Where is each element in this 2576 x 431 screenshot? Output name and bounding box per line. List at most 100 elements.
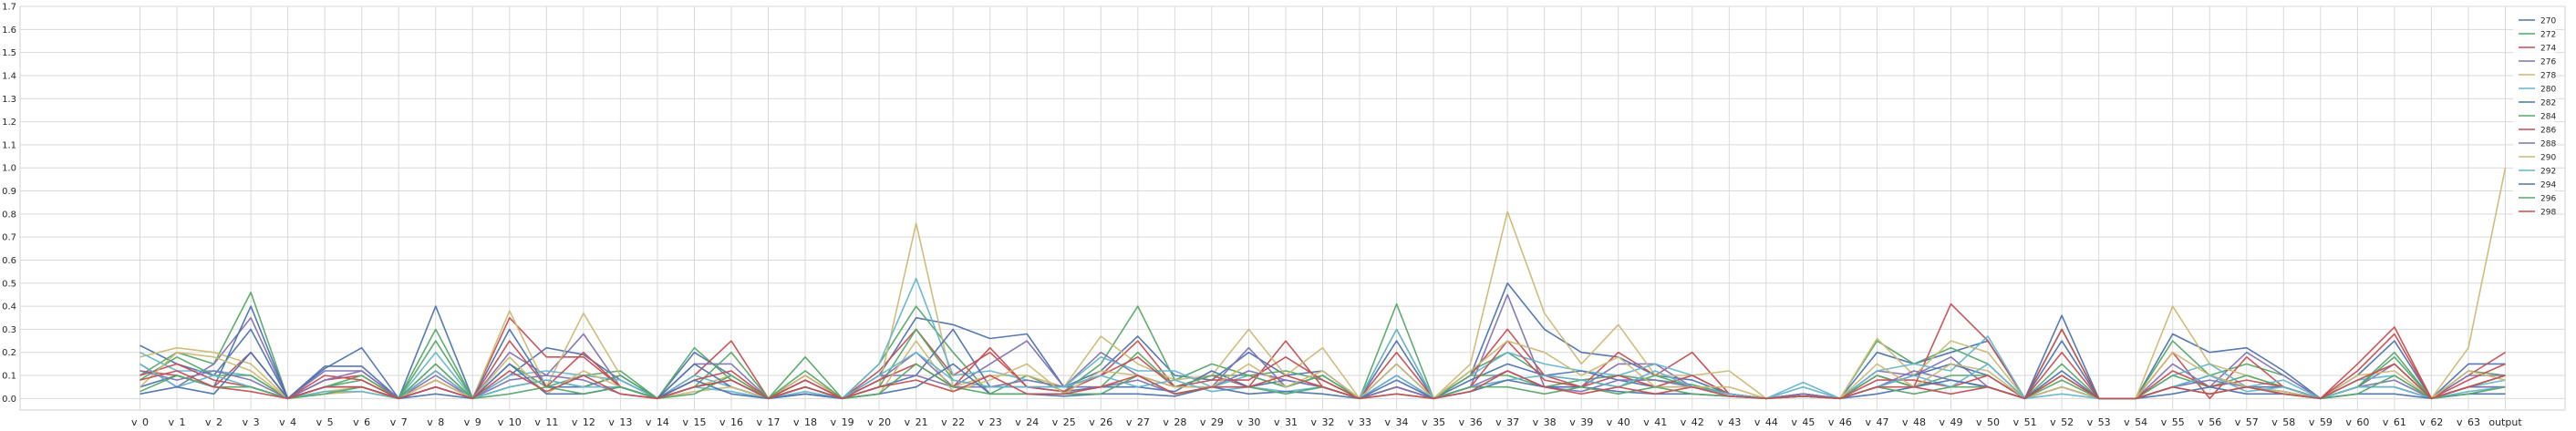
y-tick-label: 1.4: [2, 71, 16, 81]
x-tick-label: v_7: [390, 416, 408, 427]
x-tick-label: v_38: [1533, 416, 1557, 427]
x-tick-label: v_9: [464, 416, 481, 427]
legend-label: 290: [2540, 154, 2556, 163]
x-tick-label: v_47: [1865, 416, 1888, 427]
legend-label: 294: [2540, 181, 2556, 190]
x-tick-label: v_0: [131, 416, 149, 427]
legend-label: 284: [2540, 113, 2556, 122]
x-tick-label: v_35: [1422, 416, 1445, 427]
x-tick-label: v_46: [1828, 416, 1852, 427]
y-tick-label: 1.2: [2, 118, 16, 128]
x-tick-label: v_26: [1089, 416, 1112, 427]
grid-layer: [19, 5, 2566, 411]
x-tick-label: v_12: [572, 416, 595, 427]
x-tick-label: v_16: [719, 416, 743, 427]
y-tick-label: 0.8: [2, 210, 16, 220]
legend: 270 272 274 276 278 280 282 284 286 288 290 292 294 2…: [2513, 11, 2556, 220]
legend-label: 282: [2540, 99, 2556, 108]
y-tick-label: 0.7: [2, 233, 16, 243]
y-tick-label: 1.7: [2, 3, 16, 13]
x-tick-label: v_45: [1791, 416, 1815, 427]
x-tick-label: v_42: [1681, 416, 1704, 427]
x-tick-label: v_43: [1717, 416, 1741, 427]
x-tick-label: v_40: [1607, 416, 1630, 427]
x-tick-label: v_49: [1940, 416, 1963, 427]
legend-label: 272: [2540, 31, 2556, 40]
x-tick-label: v_2: [205, 416, 222, 427]
x-tick-label: v_36: [1459, 416, 1483, 427]
x-tick-label: v_5: [316, 416, 334, 427]
x-tick-label: v_32: [1310, 416, 1334, 427]
x-tick-label: v_58: [2271, 416, 2295, 427]
x-tick-label: v_30: [1236, 416, 1260, 427]
x-tick-label: v_8: [427, 416, 444, 427]
x-tick-label: v_14: [646, 416, 669, 427]
x-tick-label: v_57: [2235, 416, 2259, 427]
x-tick-label: v_48: [1902, 416, 1926, 427]
y-tick-label: 0.0: [2, 395, 16, 405]
y-tick-label: 0.3: [2, 325, 16, 335]
x-tick-label: v_56: [2198, 416, 2221, 427]
x-tick-label: v_19: [831, 416, 854, 427]
legend-label: 276: [2540, 58, 2556, 67]
y-tick-label: 0.9: [2, 187, 16, 197]
x-tick-label: v_31: [1274, 416, 1298, 427]
x-tick-label: v_54: [2124, 416, 2147, 427]
x-tick-label: v_4: [279, 416, 296, 427]
x-tick-label: v_27: [1126, 416, 1150, 427]
y-tick-label: 1.6: [2, 26, 16, 36]
x-tick-label: v_61: [2383, 416, 2406, 427]
series-layer: [139, 168, 2507, 400]
y-tick-label: 0.4: [2, 303, 16, 313]
x-tick-label: v_6: [353, 416, 370, 427]
legend-label: 288: [2540, 140, 2556, 149]
x-tick-label: v_34: [1385, 416, 1409, 427]
x-tick-label: v_13: [608, 416, 632, 427]
x-tick-label: v_11: [534, 416, 558, 427]
y-tick-label: 1.0: [2, 164, 16, 174]
x-tick-label: v_44: [1754, 416, 1778, 427]
x-tick-label: v_41: [1643, 416, 1667, 427]
legend-label: 298: [2540, 209, 2556, 218]
y-tick-label: 0.5: [2, 279, 16, 289]
x-tick-label: v_63: [2457, 416, 2480, 427]
x-tick-label: v_24: [1015, 416, 1039, 427]
x-tick-label: v_18: [793, 416, 817, 427]
legend-label: 296: [2540, 195, 2556, 204]
x-tick-label: v_51: [2013, 416, 2037, 427]
legend-label: 278: [2540, 72, 2556, 81]
legend-label: 270: [2540, 17, 2556, 26]
x-tick-label: v_23: [978, 416, 1002, 427]
x-tick-label: v_39: [1569, 416, 1593, 427]
x-tick-label: v_53: [2087, 416, 2111, 427]
x-tick-label: v_55: [2161, 416, 2185, 427]
x-tick-label: v_3: [243, 416, 260, 427]
x-tick-label: v_10: [498, 416, 522, 427]
y-tick-label: 1.3: [2, 95, 16, 105]
x-tick-label: v_17: [757, 416, 781, 427]
x-tick-label: v_28: [1163, 416, 1186, 427]
x-tick-label: v_25: [1052, 416, 1076, 427]
x-tick-label: v_37: [1495, 416, 1519, 427]
x-tick-label: v_29: [1200, 416, 1224, 427]
y-tick-label: 0.6: [2, 256, 16, 266]
legend-label: 286: [2540, 127, 2556, 136]
x-tick-label: v_33: [1348, 416, 1371, 427]
x-tick-label: v_15: [682, 416, 706, 427]
x-tick-label: output: [2488, 416, 2522, 427]
axis-layer: 0.0 0.1 0.2 0.3 0.4 0.5 0.6 0.7 0.8 0.9 1.0 1.1 1.2 1…: [2, 3, 2522, 429]
x-tick-label: v_52: [2050, 416, 2074, 427]
y-tick-label: 1.5: [2, 48, 16, 58]
x-tick-label: v_20: [867, 416, 891, 427]
legend-label: 274: [2540, 45, 2556, 54]
y-tick-label: 1.1: [2, 140, 16, 150]
x-tick-label: v_21: [905, 416, 928, 427]
x-tick-label: v_22: [941, 416, 965, 427]
y-tick-label: 0.1: [2, 372, 16, 382]
x-tick-label: v_50: [1976, 416, 2000, 427]
x-tick-label: v_1: [169, 416, 186, 427]
series-line-298: [140, 363, 2506, 400]
legend-label: 292: [2540, 168, 2556, 177]
